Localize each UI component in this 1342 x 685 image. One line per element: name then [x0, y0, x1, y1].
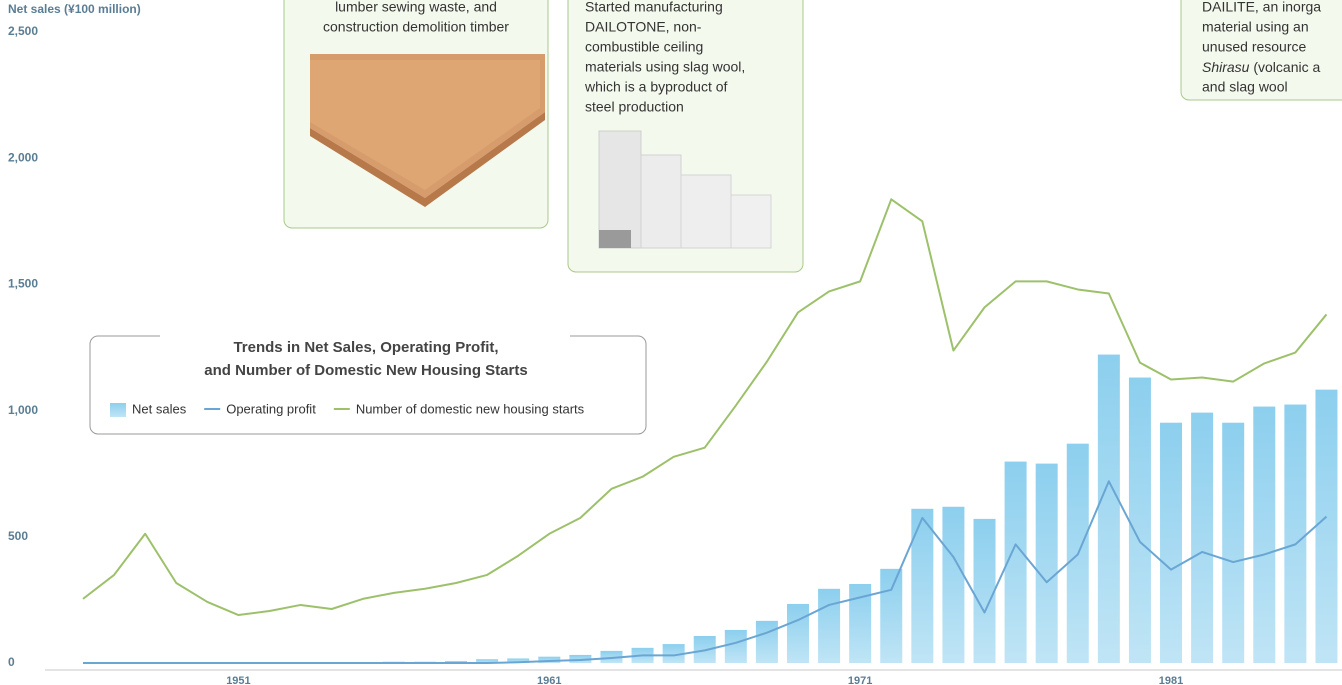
- legend-label: Number of domestic new housing starts: [356, 401, 585, 416]
- bar: [1098, 355, 1120, 663]
- bar: [787, 604, 809, 663]
- annotation-text: DAILOTONE, non-: [585, 19, 702, 35]
- y-tick-label: 1,500: [8, 277, 38, 291]
- x-tick-label: 1981: [1159, 675, 1183, 685]
- annotation-text: materials using slag wool,: [585, 59, 745, 75]
- bar: [1284, 405, 1306, 663]
- annotation-text: which is a byproduct of: [584, 79, 728, 95]
- bar: [725, 630, 747, 663]
- bar: [942, 507, 964, 663]
- bar: [1129, 378, 1151, 663]
- annotation-text: construction demolition timber: [323, 19, 509, 35]
- annotation-text: Shirasu (volcanic a: [1202, 59, 1320, 75]
- x-tick-label: 1971: [848, 675, 872, 685]
- bar: [1315, 390, 1337, 663]
- x-tick-label: 1951: [226, 675, 250, 685]
- legend-label: Net sales: [132, 401, 187, 416]
- bar: [1036, 464, 1058, 663]
- legend: Trends in Net Sales, Operating Profit, a…: [90, 326, 646, 434]
- y-tick-label: 2,000: [8, 150, 38, 164]
- legend-title: and Number of Domestic New Housing Start…: [204, 362, 527, 379]
- bar: [1253, 407, 1275, 663]
- annotation-text: Started manufacturing: [585, 0, 723, 15]
- y-axis-title: Net sales (¥100 million): [8, 2, 141, 16]
- y-tick-label: 1,000: [8, 403, 38, 417]
- annotation-text: DAILITE, an inorga: [1202, 0, 1321, 15]
- annotation-emphasis: Shirasu: [1202, 59, 1250, 75]
- bar: [1191, 413, 1213, 663]
- legend-swatch: [110, 403, 126, 417]
- x-tick-label: 1961: [537, 675, 561, 685]
- legend-label: Operating profit: [226, 401, 316, 416]
- bar: [1222, 423, 1244, 663]
- annotation-text: lumber sewing waste, and: [335, 0, 497, 15]
- annotation-text: (volcanic a: [1249, 59, 1320, 75]
- y-tick-label: 0: [8, 655, 15, 669]
- bar: [974, 519, 996, 663]
- y-tick-label: 2,500: [8, 24, 38, 38]
- annotation-text: material using an: [1202, 19, 1309, 35]
- bar: [1160, 423, 1182, 663]
- y-tick-label: 500: [8, 529, 28, 543]
- bar: [880, 569, 902, 663]
- annotation-text: and slag wool: [1202, 79, 1288, 95]
- chart: Net sales (¥100 million) Trends in Net S…: [0, 0, 1342, 685]
- bar: [911, 509, 933, 663]
- annotation-text: steel production: [585, 99, 684, 115]
- annotation-text: combustible ceiling: [585, 39, 703, 55]
- annotation-text: unused resource: [1202, 39, 1307, 55]
- bar: [818, 589, 840, 663]
- bar: [756, 621, 778, 663]
- legend-title: Trends in Net Sales, Operating Profit,: [233, 339, 498, 356]
